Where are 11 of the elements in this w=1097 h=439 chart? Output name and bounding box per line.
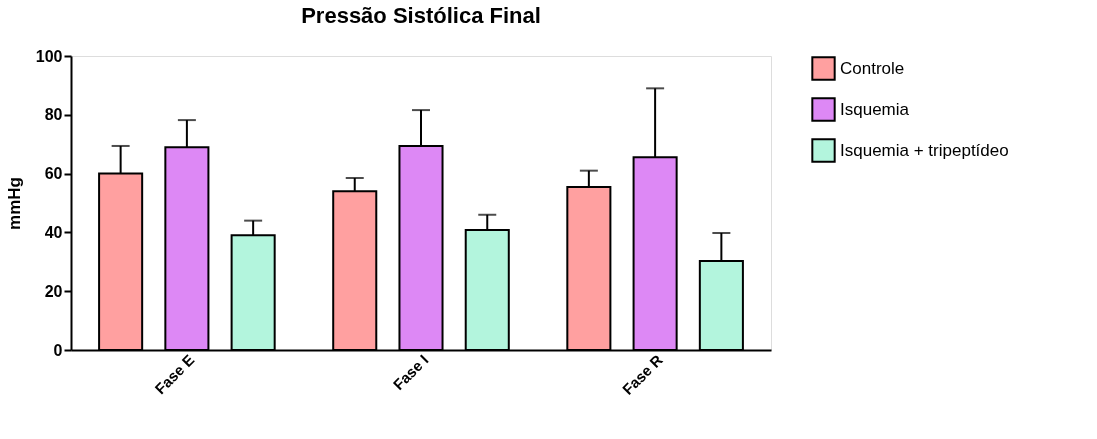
y-tick-label: 60	[44, 165, 63, 183]
legend-label: Isquemia + tripeptídeo	[840, 140, 1009, 160]
chart-title: Pressão Sistólica Final	[301, 3, 541, 28]
y-axis-title: mmHg	[4, 177, 24, 230]
legend-label: Isquemia	[840, 99, 910, 119]
y-tick-label: 20	[44, 282, 63, 300]
y-tick-label: 40	[44, 223, 63, 241]
y-tick-label: 80	[44, 106, 63, 124]
y-tick-label: 0	[53, 341, 63, 359]
legend-label: Controle	[840, 58, 905, 78]
y-tick-label: 100	[35, 47, 63, 65]
